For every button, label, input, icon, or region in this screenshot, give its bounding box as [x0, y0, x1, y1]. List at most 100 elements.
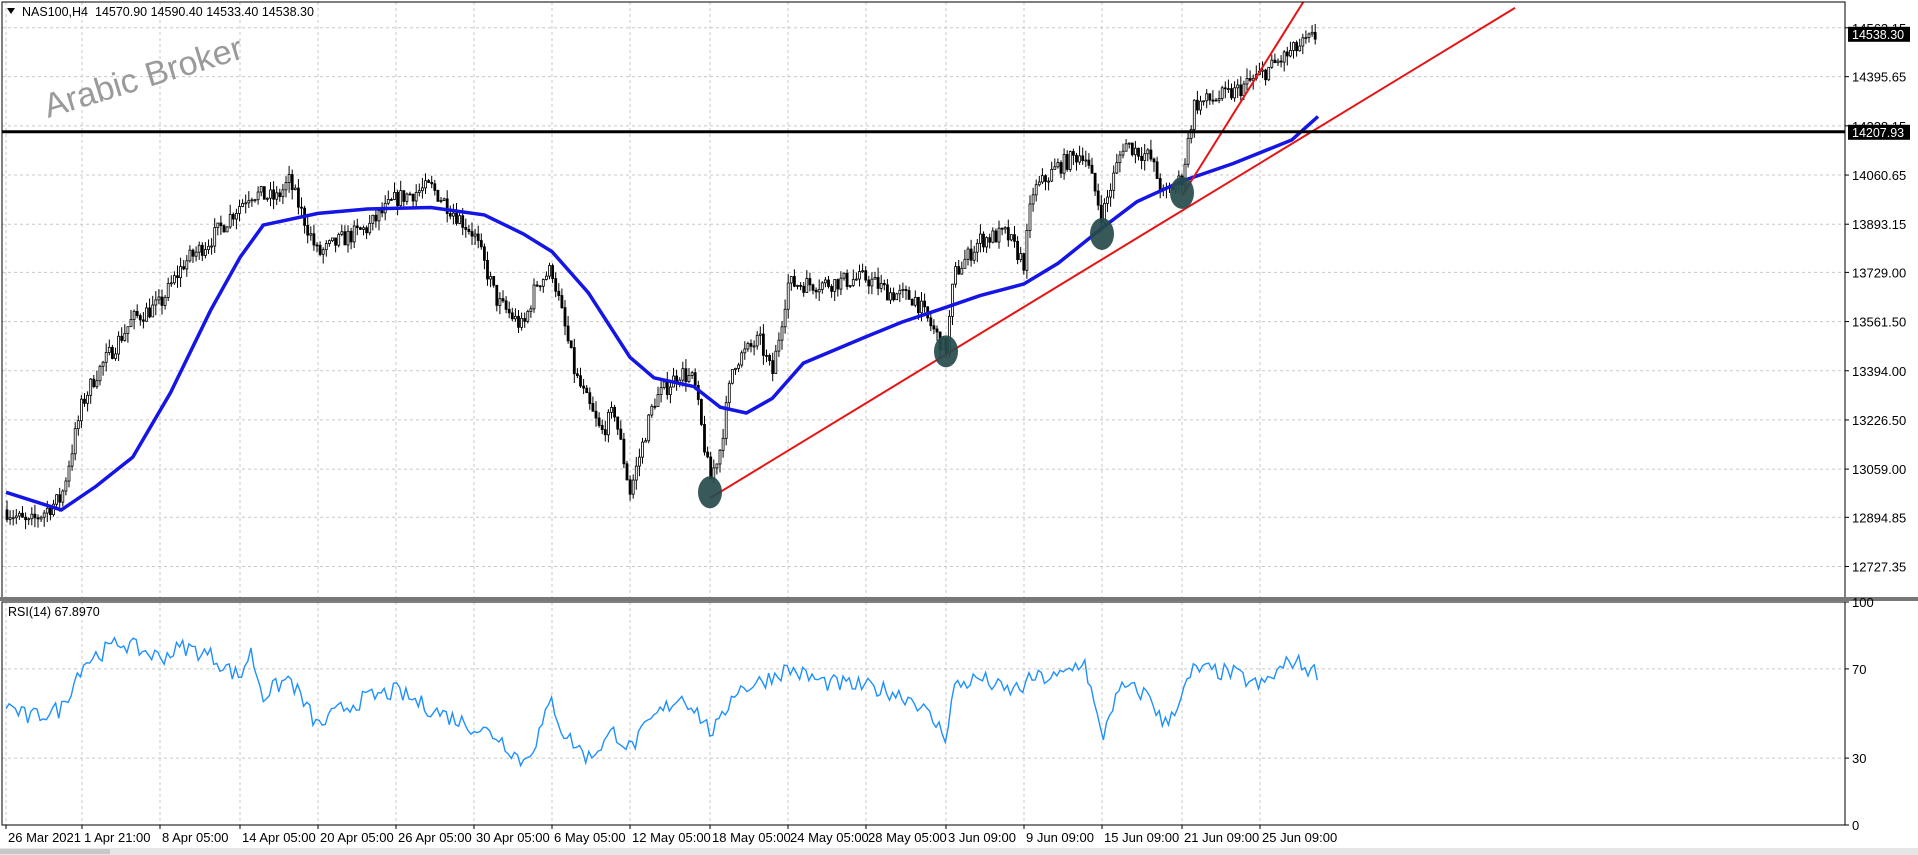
candle [805, 270, 809, 293]
candle [607, 409, 610, 443]
candle [966, 246, 970, 266]
candle [972, 245, 976, 264]
candle [1211, 90, 1215, 105]
candle [526, 309, 530, 324]
candle [566, 316, 570, 344]
rsi-plot-frame [1, 601, 1846, 826]
candlestick-series [5, 24, 1317, 530]
candle [1196, 90, 1199, 115]
candle [362, 225, 365, 236]
candle [876, 267, 880, 296]
candle [548, 262, 551, 280]
candle [352, 220, 356, 248]
date-tick-label: 14 Apr 05:00 [242, 830, 316, 845]
candle [551, 263, 554, 284]
candle [1295, 40, 1298, 57]
candle [802, 282, 806, 297]
candle [504, 296, 508, 314]
svg-text:14538.30: 14538.30 [1852, 28, 1904, 42]
candle [33, 504, 37, 528]
candle [411, 193, 415, 208]
candle [957, 259, 961, 275]
candle [312, 224, 316, 251]
candle [1022, 252, 1026, 275]
candle [650, 404, 654, 418]
candle [591, 396, 595, 412]
price-tick-label: 13729.00 [1852, 265, 1906, 280]
candle [1152, 157, 1156, 172]
candle [1289, 41, 1292, 58]
candle [70, 444, 74, 471]
candle [1047, 177, 1050, 191]
candle [1115, 153, 1119, 175]
candle [1075, 152, 1078, 171]
candle [448, 205, 452, 220]
candle [114, 347, 117, 361]
candle [858, 264, 861, 287]
candle [67, 460, 71, 488]
candle [1062, 148, 1066, 180]
candle [910, 298, 914, 306]
trendline [1181, 2, 1305, 197]
candle [1301, 33, 1305, 55]
candle [904, 285, 908, 300]
candle [579, 367, 582, 388]
candle [1118, 150, 1122, 173]
candle [377, 209, 381, 231]
dropdown-triangle-icon[interactable] [7, 8, 15, 14]
candle [194, 246, 198, 262]
candle [1304, 30, 1308, 44]
candle [935, 325, 939, 341]
date-axis: 26 Mar 2021 1 Apr 21:00 8 Apr 05:00 14 Apr … [5, 825, 1337, 845]
horizontal-scrollbar[interactable] [0, 848, 1918, 855]
candle [1165, 182, 1168, 199]
candle [1065, 150, 1069, 172]
candle [284, 176, 288, 198]
candle [985, 236, 988, 253]
candle [346, 225, 350, 253]
candle [489, 271, 493, 288]
candle [396, 189, 400, 216]
candle [303, 205, 307, 234]
candle [1044, 174, 1047, 191]
price-tick-label: 14060.65 [1852, 168, 1906, 183]
candle [219, 215, 223, 235]
date-tick-label: 12 May 05:00 [632, 830, 711, 845]
candle [1019, 246, 1023, 263]
candle [982, 231, 985, 253]
price-tick-label: 13893.15 [1852, 217, 1906, 232]
candle [830, 284, 833, 298]
candle [197, 241, 201, 260]
candle [814, 287, 818, 299]
candle [1217, 90, 1221, 104]
candle [1220, 85, 1224, 102]
rsi-tick-label: 0 [1852, 818, 1859, 833]
candle [631, 474, 635, 499]
candle [36, 514, 40, 528]
price-tick-label: 13561.50 [1852, 315, 1906, 330]
candle [1189, 125, 1193, 144]
candle [740, 350, 744, 368]
candle [873, 271, 877, 280]
candle [1037, 175, 1041, 187]
candle [864, 266, 868, 283]
candle [365, 225, 369, 240]
candle [76, 415, 80, 436]
candle [647, 413, 651, 444]
candle [393, 182, 396, 201]
date-tick-label: 6 May 05:00 [554, 830, 626, 845]
candle [327, 239, 331, 247]
candle [1028, 195, 1032, 239]
candle [445, 190, 449, 223]
candle [64, 477, 68, 496]
candle [597, 412, 601, 428]
candle [464, 218, 468, 238]
scrollbar-thumb[interactable] [0, 849, 110, 854]
candle [827, 275, 830, 289]
candle [154, 291, 158, 316]
candle [281, 184, 285, 205]
candle [278, 188, 282, 202]
candle [932, 319, 936, 335]
ohlc-quote: 14570.90 14590.40 14533.40 14538.30 [95, 5, 314, 19]
candle [1006, 219, 1010, 247]
